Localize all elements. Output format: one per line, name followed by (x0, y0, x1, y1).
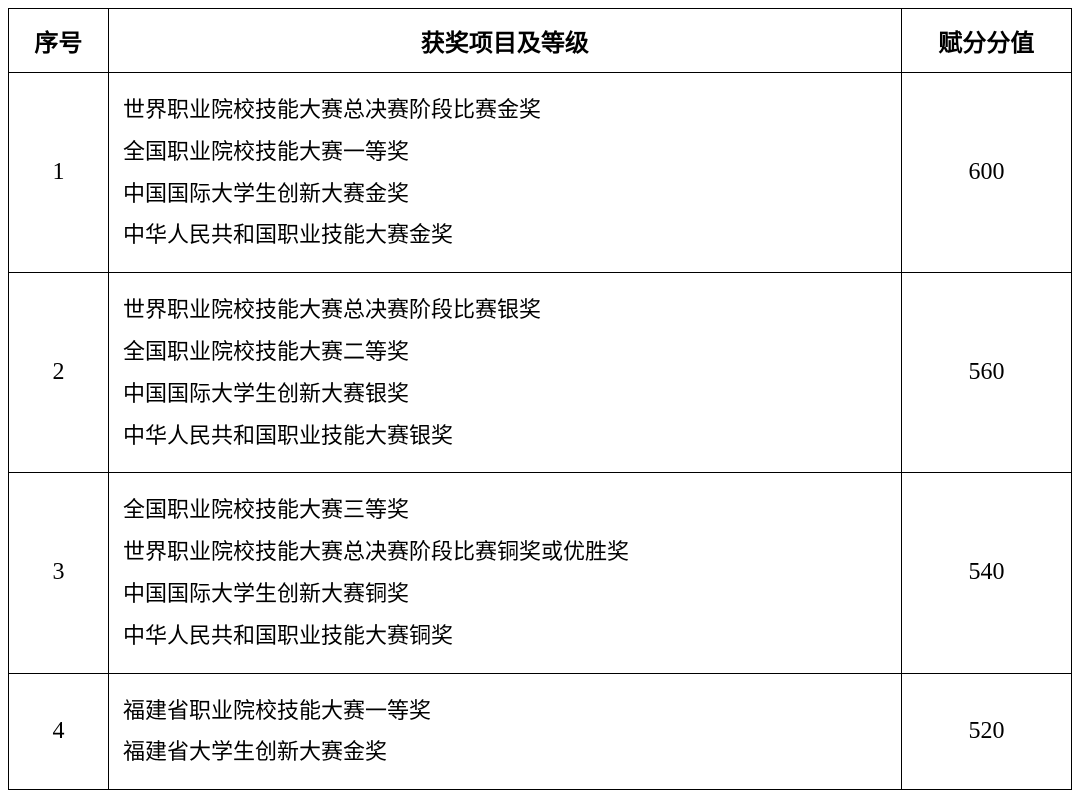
item-line: 中华人民共和国职业技能大赛银奖 (123, 415, 887, 457)
table-body: 1 世界职业院校技能大赛总决赛阶段比赛金奖 全国职业院校技能大赛一等奖 中国国际… (9, 73, 1072, 790)
cell-index: 1 (9, 73, 109, 273)
cell-index: 2 (9, 273, 109, 473)
header-items: 获奖项目及等级 (109, 9, 902, 73)
table-row: 4 福建省职业院校技能大赛一等奖 福建省大学生创新大赛金奖 520 (9, 673, 1072, 790)
cell-items: 世界职业院校技能大赛总决赛阶段比赛金奖 全国职业院校技能大赛一等奖 中国国际大学… (109, 73, 902, 273)
item-line: 全国职业院校技能大赛二等奖 (123, 331, 887, 373)
header-index: 序号 (9, 9, 109, 73)
item-line: 中国国际大学生创新大赛金奖 (123, 173, 887, 215)
table-row: 3 全国职业院校技能大赛三等奖 世界职业院校技能大赛总决赛阶段比赛铜奖或优胜奖 … (9, 473, 1072, 673)
item-line: 中华人民共和国职业技能大赛金奖 (123, 214, 887, 256)
table-header: 序号 获奖项目及等级 赋分分值 (9, 9, 1072, 73)
cell-score: 540 (902, 473, 1072, 673)
cell-score: 600 (902, 73, 1072, 273)
cell-items: 世界职业院校技能大赛总决赛阶段比赛银奖 全国职业院校技能大赛二等奖 中国国际大学… (109, 273, 902, 473)
cell-items: 福建省职业院校技能大赛一等奖 福建省大学生创新大赛金奖 (109, 673, 902, 790)
table-header-row: 序号 获奖项目及等级 赋分分值 (9, 9, 1072, 73)
item-line: 世界职业院校技能大赛总决赛阶段比赛金奖 (123, 89, 887, 131)
cell-score: 560 (902, 273, 1072, 473)
score-table: 序号 获奖项目及等级 赋分分值 1 世界职业院校技能大赛总决赛阶段比赛金奖 全国… (8, 8, 1072, 790)
cell-index: 3 (9, 473, 109, 673)
item-line: 世界职业院校技能大赛总决赛阶段比赛铜奖或优胜奖 (123, 531, 887, 573)
item-line: 福建省职业院校技能大赛一等奖 (123, 690, 887, 732)
header-score: 赋分分值 (902, 9, 1072, 73)
item-line: 世界职业院校技能大赛总决赛阶段比赛银奖 (123, 289, 887, 331)
table-row: 1 世界职业院校技能大赛总决赛阶段比赛金奖 全国职业院校技能大赛一等奖 中国国际… (9, 73, 1072, 273)
cell-items: 全国职业院校技能大赛三等奖 世界职业院校技能大赛总决赛阶段比赛铜奖或优胜奖 中国… (109, 473, 902, 673)
item-line: 全国职业院校技能大赛一等奖 (123, 131, 887, 173)
item-line: 中华人民共和国职业技能大赛铜奖 (123, 615, 887, 657)
item-line: 全国职业院校技能大赛三等奖 (123, 489, 887, 531)
cell-score: 520 (902, 673, 1072, 790)
cell-index: 4 (9, 673, 109, 790)
item-line: 中国国际大学生创新大赛铜奖 (123, 573, 887, 615)
table-row: 2 世界职业院校技能大赛总决赛阶段比赛银奖 全国职业院校技能大赛二等奖 中国国际… (9, 273, 1072, 473)
item-line: 福建省大学生创新大赛金奖 (123, 731, 887, 773)
item-line: 中国国际大学生创新大赛银奖 (123, 373, 887, 415)
